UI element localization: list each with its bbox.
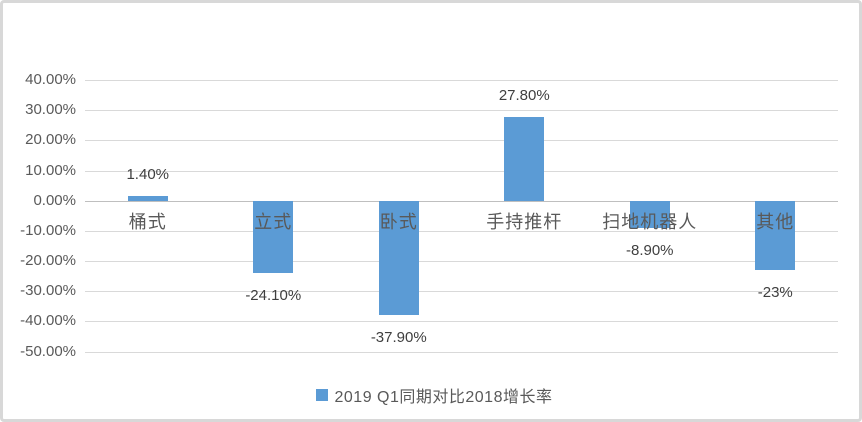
x-category-label: 立式 <box>254 211 293 232</box>
bar-value-label: -23% <box>757 284 793 302</box>
y-tick-label: 30.00% <box>25 101 76 119</box>
y-tick-label: -40.00% <box>20 312 76 330</box>
x-category-label: 手持推杆 <box>486 211 563 232</box>
bar <box>504 116 545 201</box>
legend: 2019 Q1同期对比2018增长率 <box>3 386 859 406</box>
gridline <box>85 80 838 81</box>
bar <box>378 200 419 315</box>
y-tick-label: 40.00% <box>25 71 76 88</box>
bar-value-label: -37.90% <box>370 328 427 346</box>
x-category-label: 扫地机器人 <box>602 211 698 232</box>
gridline <box>85 140 838 142</box>
bar <box>127 196 168 201</box>
bar <box>755 200 796 271</box>
x-category-label: 其他 <box>756 211 795 232</box>
y-tick-label: 0.00% <box>33 191 76 209</box>
y-tick-label: 20.00% <box>25 131 76 149</box>
y-tick-label: 10.00% <box>25 161 76 179</box>
gridline <box>85 351 838 353</box>
y-tick-label: -10.00% <box>20 221 76 239</box>
bar-value-label: 1.40% <box>126 166 170 184</box>
gridline <box>85 230 838 232</box>
y-tick-label: -30.00% <box>20 282 76 300</box>
legend-label: 2019 Q1同期对比2018增长率 <box>334 389 553 406</box>
y-tick-label: -50.00% <box>20 342 76 360</box>
gridline <box>85 110 838 112</box>
bar <box>253 200 294 274</box>
bar-value-label: -8.90% <box>625 241 674 259</box>
x-axis-line <box>85 200 838 202</box>
bar <box>629 200 670 228</box>
x-category-label: 卧式 <box>379 211 418 232</box>
gridline <box>85 170 838 172</box>
gridline <box>85 261 838 262</box>
bar-value-label: -24.10% <box>245 287 302 305</box>
bar-value-label: 27.80% <box>498 86 550 104</box>
y-tick-label: -20.00% <box>20 252 76 269</box>
x-category-label: 桶式 <box>128 211 167 232</box>
gridline <box>85 291 838 293</box>
gridline <box>85 321 838 323</box>
legend-swatch-icon <box>315 389 328 401</box>
